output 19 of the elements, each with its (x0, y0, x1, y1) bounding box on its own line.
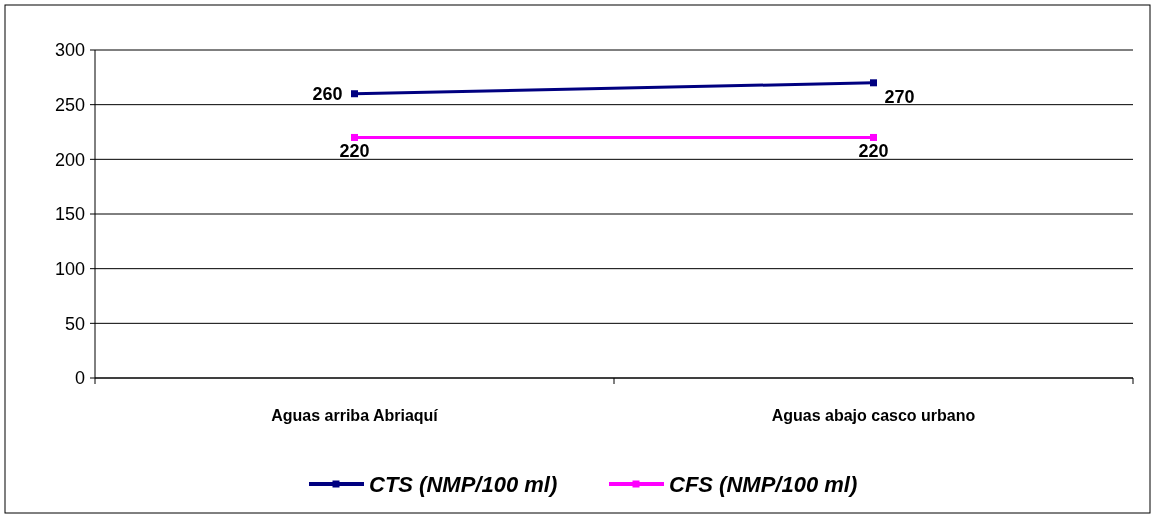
y-tick-label: 200 (54, 149, 85, 170)
x-tick-label: Aguas arriba Abriaquí (271, 407, 439, 424)
y-tick-label: 0 (74, 368, 85, 389)
data-label: 260 (312, 83, 343, 104)
y-tick-label: 50 (64, 313, 85, 334)
point (351, 90, 358, 98)
y-tick-label: 150 (54, 204, 85, 225)
data-label: 220 (339, 141, 370, 162)
data-label: 270 (884, 86, 915, 107)
legend-label: CFS (NMP/100 ml) (669, 471, 858, 497)
point (870, 133, 877, 141)
point (351, 133, 358, 141)
x-tick-label: Aguas abajo casco urbano (771, 407, 976, 424)
y-tick-label: 250 (54, 94, 85, 115)
legend-label: CTS (NMP/100 ml) (369, 471, 558, 497)
point (870, 79, 877, 87)
data-label: 220 (858, 141, 889, 162)
y-tick-label: 300 (54, 40, 85, 61)
y-tick-label: 100 (54, 258, 85, 279)
